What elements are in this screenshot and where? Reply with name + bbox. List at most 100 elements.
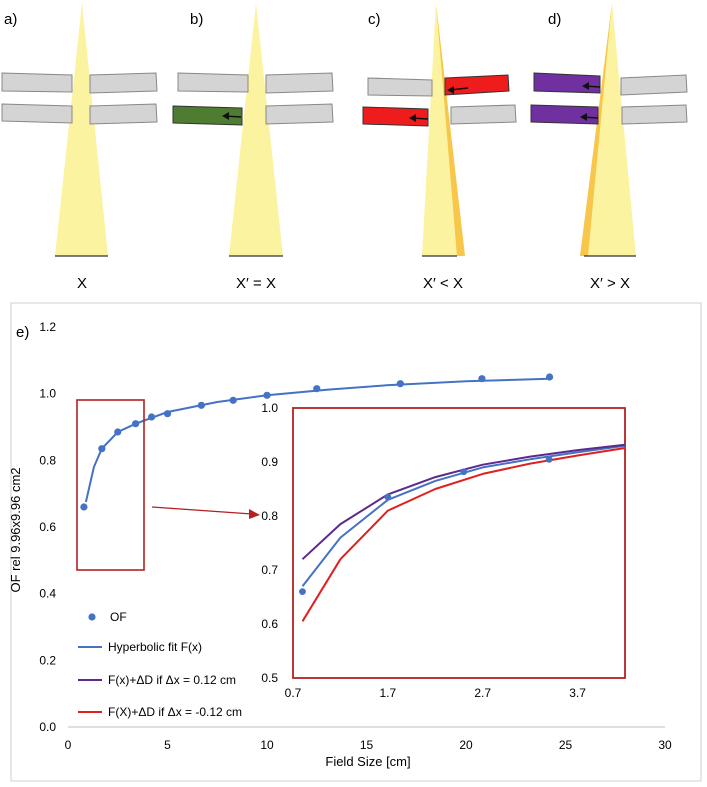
- leaf-gray: [1, 103, 73, 124]
- leaf-gray: [89, 72, 158, 94]
- inset-series-line: [301, 444, 626, 587]
- leaf-red: [362, 106, 429, 127]
- shift-arrow-head: [582, 82, 589, 90]
- inset-data-point: [545, 455, 553, 463]
- x-tick-labels: 0 5 10 15 20 25 30: [65, 738, 672, 752]
- beam-cone: [55, 3, 108, 256]
- chart-panel: e) 0.0 0.2 0.4 0.6 0.8 1.0 1.2 0 5 10 15 20 25 30 OF…: [8, 302, 702, 782]
- inset-data-point: [460, 468, 468, 476]
- zoom-arrow: [151, 506, 253, 515]
- inset-x-tick-label: 2.7: [474, 686, 491, 700]
- data-point-of: [313, 385, 321, 393]
- x-tick-label: 20: [459, 738, 473, 752]
- data-point-of: [163, 410, 172, 418]
- y-tick-label: 0.6: [39, 520, 56, 534]
- inset-y-tick-labels: 0.5 0.6 0.7 0.8 0.9 1.0: [261, 401, 278, 685]
- beam-cone: [422, 3, 457, 256]
- panel-a-label: a): [4, 11, 17, 28]
- x-tick-label: 30: [658, 738, 672, 752]
- y-tick-label: 0.8: [39, 453, 56, 467]
- leaf-gray: [1, 72, 73, 93]
- shift-arrow-head: [447, 86, 454, 94]
- x-tick-label: 5: [164, 738, 171, 752]
- shift-arrow-head: [409, 114, 416, 122]
- x-tick-label: 0: [65, 738, 72, 752]
- x-axis-title: Field Size [cm]: [325, 754, 410, 769]
- leaf-green: [172, 105, 243, 126]
- beam-cone: [229, 3, 283, 256]
- beam-shift: [436, 3, 465, 256]
- panel-a: a) X: [1, 3, 158, 292]
- leaf-purple: [533, 72, 601, 94]
- inset-y-tick-label: 0.9: [261, 455, 278, 469]
- y-tick-label: 1.2: [39, 320, 56, 334]
- legend: OF Hyperbolic fit F(x) F(x)+ΔD if Δx = 0…: [78, 610, 242, 719]
- zoom-arrow-head: [249, 509, 260, 519]
- leaf-gray: [177, 72, 249, 93]
- data-point-of: [98, 445, 106, 453]
- inset-y-tick-label: 0.8: [261, 509, 278, 523]
- beam-shift: [580, 3, 612, 256]
- leaf-gray: [265, 72, 334, 94]
- shift-arrow-head: [222, 112, 229, 120]
- inset-y-tick-label: 1.0: [261, 401, 278, 415]
- zoom-region-box: [76, 399, 145, 571]
- y-tick-labels: 0.0 0.2 0.4 0.6 0.8 1.0 1.2: [39, 320, 56, 734]
- data-point-of: [197, 401, 205, 409]
- shift-arrow-head: [580, 113, 587, 121]
- leaf-gray: [450, 104, 517, 125]
- inset-y-tick-label: 0.6: [261, 617, 278, 631]
- inset-data-point: [299, 588, 306, 595]
- leaf-gray: [620, 74, 688, 96]
- chart-frame: [10, 302, 702, 782]
- x-tick-label: 10: [260, 738, 274, 752]
- inset-x-tick-label: 3.7: [569, 686, 586, 700]
- panel-d-caption: X′ > X: [590, 275, 630, 292]
- leaf-red: [444, 74, 510, 96]
- panel-b-label: b): [190, 11, 203, 28]
- leaf-purple: [530, 104, 599, 125]
- y-tick-label: 1.0: [39, 387, 56, 401]
- legend-label-of: OF: [110, 610, 127, 624]
- data-point-of: [147, 413, 156, 421]
- data-point-of: [545, 373, 554, 381]
- y-tick-label: 0.4: [39, 587, 56, 601]
- inset-series-line: [301, 443, 626, 560]
- inset-frame: [292, 407, 626, 679]
- inset-series-points: [299, 455, 553, 595]
- inset-x-tick-label: 1.7: [380, 686, 397, 700]
- data-point-of: [478, 375, 486, 383]
- leaf-gray: [367, 77, 433, 97]
- x-tick-label: 25: [559, 738, 573, 752]
- panel-d-label: d): [548, 11, 561, 28]
- inset-series-line: [301, 447, 626, 622]
- data-point-of: [229, 396, 237, 404]
- panel-c-caption: X′ < X: [423, 275, 463, 292]
- data-point-of: [80, 503, 88, 511]
- inset-y-tick-label: 0.7: [261, 563, 278, 577]
- panel-b-caption: X′ = X: [236, 275, 276, 292]
- data-point-of: [396, 380, 404, 388]
- x-tick-label: 15: [360, 738, 374, 752]
- panel-a-caption: X: [77, 275, 87, 292]
- inset-x-tick-label: 0.7: [285, 686, 302, 700]
- inset-x-tick-labels: 0.7 1.7 2.7 3.7: [285, 686, 587, 700]
- legend-label-fit: Hyperbolic fit F(x): [108, 640, 202, 654]
- panel-c: c) X′ < X: [362, 3, 517, 292]
- inset-data-point: [384, 493, 392, 501]
- panel-c-label: c): [368, 11, 381, 28]
- legend-marker-of: [88, 613, 96, 621]
- y-axis-title: OF rel 9.96x9.96 cm2: [8, 468, 23, 593]
- inset-series-lines: [301, 443, 626, 622]
- legend-label-minus: F(X)+ΔD if Δx = -0.12 cm: [108, 705, 242, 719]
- main-series-points: [80, 373, 554, 511]
- leaf-gray: [89, 103, 158, 125]
- y-tick-label: 0.0: [39, 720, 56, 734]
- data-point-of: [132, 420, 140, 428]
- leaf-gray: [621, 104, 688, 125]
- panel-b: b) X′ = X: [172, 3, 334, 292]
- beam-cone: [588, 3, 636, 256]
- legend-label-plus: F(x)+ΔD if Δx = 0.12 cm: [108, 673, 236, 687]
- data-point-of: [114, 428, 122, 436]
